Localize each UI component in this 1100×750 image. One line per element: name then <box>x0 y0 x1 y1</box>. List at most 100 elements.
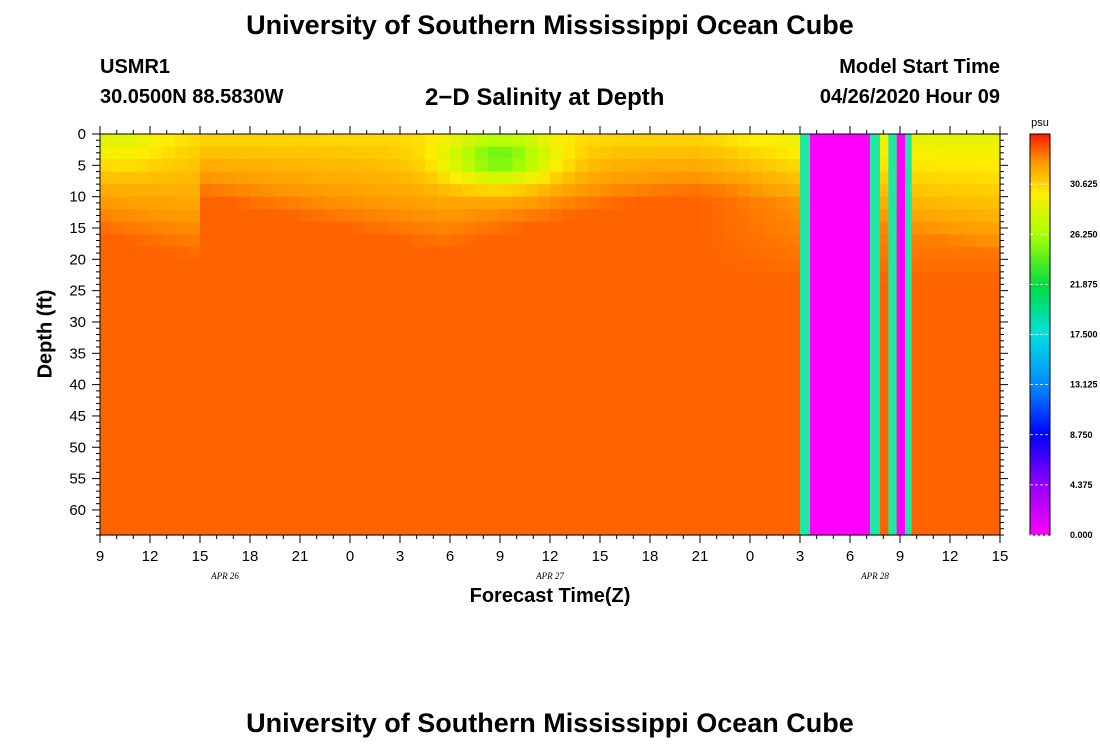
heatmap-cell <box>450 271 464 285</box>
heatmap-cell <box>412 484 426 499</box>
heatmap-cell <box>937 284 951 298</box>
heatmap-cell <box>637 134 651 148</box>
colorbar-tick-label: 17.500 <box>1070 330 1098 340</box>
heatmap-cell <box>575 209 589 223</box>
heatmap-cell <box>712 134 726 148</box>
heatmap-cell <box>562 309 576 323</box>
heatmap-cell <box>175 372 189 386</box>
heatmap-cell <box>162 146 176 160</box>
heatmap-cell <box>175 472 189 486</box>
heatmap-cell <box>975 134 989 148</box>
heatmap-cell <box>525 497 539 511</box>
y-tick-label: 60 <box>69 502 86 519</box>
heatmap-cell <box>462 509 476 524</box>
heatmap-cell <box>187 522 201 536</box>
heatmap-cell <box>675 397 689 411</box>
heatmap-cell <box>925 409 939 423</box>
heatmap-cell <box>587 459 601 473</box>
heatmap-cell <box>775 334 789 348</box>
heatmap-cell <box>512 234 526 248</box>
heatmap-cell <box>287 221 301 235</box>
heatmap-cell <box>625 497 639 511</box>
heatmap-cell <box>262 359 276 373</box>
heatmap-cell <box>125 234 139 248</box>
heatmap-cell <box>462 209 476 223</box>
heatmap-cell <box>387 271 401 285</box>
heatmap-cell <box>450 246 464 260</box>
heatmap-cell <box>462 409 476 423</box>
heatmap-cell <box>675 184 689 198</box>
heatmap-cell <box>625 234 639 248</box>
heatmap-cell <box>500 497 514 511</box>
heatmap-cell <box>475 271 489 285</box>
heatmap-cell <box>200 134 214 148</box>
heatmap-cell <box>312 522 326 536</box>
heatmap-cell <box>437 497 451 511</box>
heatmap-cell <box>775 209 789 223</box>
heatmap-cell <box>200 309 214 323</box>
heatmap-cell <box>662 209 676 223</box>
heatmap-cell <box>112 509 126 524</box>
heatmap-cell <box>125 384 139 398</box>
heatmap-cell <box>612 246 626 260</box>
heatmap-cell <box>387 334 401 348</box>
heatmap-cell <box>187 284 201 298</box>
heatmap-cell <box>737 171 751 185</box>
heatmap-cell <box>500 472 514 486</box>
heatmap-cell <box>200 497 214 511</box>
heatmap-cell <box>962 209 976 223</box>
heatmap-cell <box>600 134 614 148</box>
heatmap-cell <box>725 397 739 411</box>
heatmap-cell <box>225 146 239 160</box>
heatmap-cell <box>300 296 314 311</box>
heatmap-cell <box>350 221 364 235</box>
heatmap-cell <box>462 134 476 148</box>
heatmap-cell <box>412 184 426 198</box>
heatmap-cell <box>125 159 139 173</box>
heatmap-cell <box>575 221 589 235</box>
heatmap-cell <box>400 384 414 398</box>
heatmap-cell <box>562 347 576 361</box>
heatmap-cell <box>250 459 264 473</box>
heatmap-cell <box>962 246 976 260</box>
heatmap-cell <box>237 296 251 311</box>
heatmap-cell <box>550 146 564 160</box>
heatmap-cell <box>512 347 526 361</box>
heatmap-cell <box>625 422 639 436</box>
heatmap-cell <box>737 234 751 248</box>
heatmap-cell <box>325 384 339 398</box>
heatmap-cell <box>787 221 801 235</box>
heatmap-cell <box>775 321 789 336</box>
heatmap-cell <box>287 484 301 499</box>
heatmap-cell <box>525 321 539 336</box>
heatmap-cell <box>675 522 689 536</box>
heatmap-cell <box>412 309 426 323</box>
heatmap-cell <box>312 447 326 461</box>
heatmap-cell <box>225 271 239 285</box>
heatmap-cell <box>962 509 976 524</box>
heatmap-cell <box>225 359 239 373</box>
heatmap-cell <box>462 372 476 386</box>
heatmap-cell <box>625 472 639 486</box>
colorbar-tick-label: 21.875 <box>1070 279 1098 289</box>
missing-data-band <box>870 134 880 535</box>
heatmap-cell <box>187 246 201 260</box>
heatmap-cell <box>662 359 676 373</box>
heatmap-cell <box>262 372 276 386</box>
heatmap-cell <box>737 334 751 348</box>
heatmap-cell <box>475 134 489 148</box>
heatmap-cell <box>325 184 339 198</box>
heatmap-cell <box>262 321 276 336</box>
heatmap-cell <box>287 397 301 411</box>
heatmap-cell <box>700 447 714 461</box>
heatmap-cell <box>225 422 239 436</box>
heatmap-cell <box>725 522 739 536</box>
heatmap-cell <box>287 459 301 473</box>
heatmap-cell <box>387 159 401 173</box>
heatmap-cell <box>287 472 301 486</box>
heatmap-cell <box>787 459 801 473</box>
heatmap-cell <box>537 309 551 323</box>
y-tick-label: 50 <box>69 439 86 456</box>
heatmap-cell <box>562 234 576 248</box>
heatmap-cell <box>425 359 439 373</box>
